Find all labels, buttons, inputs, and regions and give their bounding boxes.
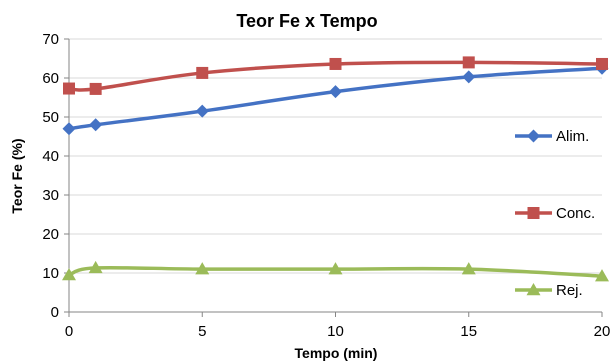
legend-item-rej: Rej. bbox=[515, 282, 583, 299]
y-tick-label: 20 bbox=[42, 226, 59, 243]
data-point-rej bbox=[88, 260, 103, 274]
data-point-rej bbox=[461, 262, 476, 275]
series-conc bbox=[63, 56, 608, 95]
data-point-alim bbox=[195, 104, 209, 118]
legend-label: Rej. bbox=[556, 282, 583, 299]
series-rej bbox=[62, 260, 609, 282]
data-point-alim bbox=[89, 118, 103, 132]
y-tick-label: 40 bbox=[42, 148, 59, 165]
chart-title: Teor Fe x Tempo bbox=[236, 11, 377, 31]
data-point-conc bbox=[462, 56, 475, 69]
y-tick-label: 10 bbox=[42, 265, 59, 282]
data-point-alim bbox=[329, 85, 342, 99]
legend-marker-rej bbox=[526, 283, 541, 296]
x-axis-title: Tempo (min) bbox=[295, 345, 378, 361]
x-tick-label: 10 bbox=[327, 323, 344, 340]
x-tick-label: 5 bbox=[198, 323, 206, 340]
data-point-rej bbox=[595, 269, 609, 282]
data-point-conc bbox=[596, 57, 608, 70]
legend-marker-alim bbox=[527, 129, 540, 143]
data-point-alim bbox=[462, 70, 476, 84]
x-tick-label: 0 bbox=[65, 323, 73, 340]
data-point-conc bbox=[329, 57, 342, 70]
x-tick-label: 20 bbox=[594, 323, 611, 340]
legend-item-conc: Conc. bbox=[515, 205, 595, 222]
legend-item-alim: Alim. bbox=[515, 128, 589, 145]
y-tick-label: 50 bbox=[42, 109, 59, 126]
series bbox=[62, 56, 609, 282]
data-point-rej bbox=[195, 262, 210, 275]
series-line-alim bbox=[68, 66, 603, 131]
y-tick-label: 70 bbox=[42, 31, 59, 48]
y-axis-title: Teor Fe (%) bbox=[9, 138, 25, 213]
y-tick-label: 60 bbox=[42, 70, 59, 87]
data-point-rej bbox=[62, 267, 76, 281]
data-point-alim bbox=[62, 122, 76, 136]
y-tick-label: 0 bbox=[51, 304, 59, 321]
data-point-rej bbox=[328, 262, 343, 275]
legend-label: Conc. bbox=[556, 205, 595, 222]
legend-label: Alim. bbox=[556, 128, 589, 145]
data-point-conc bbox=[89, 82, 102, 95]
legend-marker-conc bbox=[527, 207, 540, 219]
data-point-conc bbox=[63, 82, 75, 95]
y-tick-label: 30 bbox=[42, 187, 59, 204]
x-tick-label: 15 bbox=[460, 323, 477, 340]
series-alim bbox=[62, 61, 609, 136]
legend: Alim. Conc. Rej. bbox=[515, 128, 595, 299]
ticks: 0 10 20 30 40 50 60 70 0 5 10 15 20 bbox=[42, 31, 610, 340]
data-point-conc bbox=[196, 66, 209, 79]
